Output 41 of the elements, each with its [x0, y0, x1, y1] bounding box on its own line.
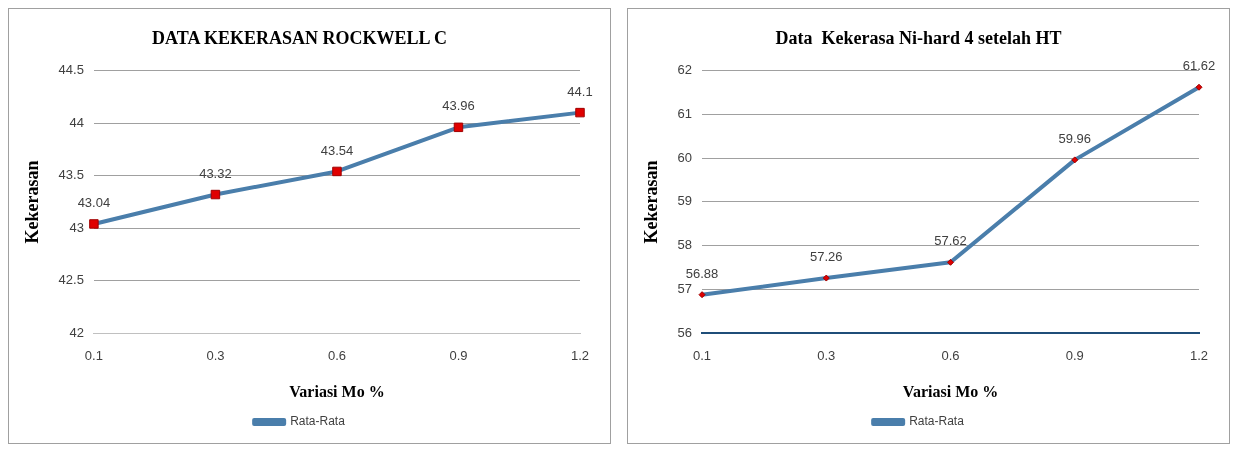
y-tick-label: 61 [677, 105, 693, 121]
data-label: 56.88 [685, 265, 719, 281]
y-tick-label: 42 [69, 324, 84, 340]
x-tick-label: 0.1 [84, 347, 103, 363]
x-tick-label: 0.3 [206, 347, 225, 363]
y-tick-label: 58 [677, 237, 693, 253]
y-tick-label: 43 [69, 219, 84, 235]
legend-label: Rata-Rata [290, 414, 346, 429]
chart-title: DATA KEKERASAN ROCKWELL C [152, 28, 447, 49]
x-tick-label: 1.2 [1189, 347, 1209, 363]
x-tick-label: 0.6 [941, 347, 960, 363]
y-tick-label: 42.5 [58, 272, 84, 288]
data-label: 43.96 [442, 98, 475, 114]
y-tick-label: 59 [677, 193, 693, 209]
y-tick-label: 57 [677, 281, 693, 297]
y-tick-label: 56 [677, 324, 693, 340]
x-tick-label: 0.3 [817, 347, 836, 363]
y-axis-title: Kekerasan [22, 160, 43, 244]
x-tick-label: 0.9 [1065, 347, 1084, 363]
legend-label: Rata-Rata [909, 414, 965, 429]
x-tick-label: 0.9 [449, 347, 468, 363]
data-label: 43.54 [320, 142, 354, 158]
y-tick-label: 43.5 [58, 167, 84, 183]
y-tick-label: 60 [677, 149, 693, 165]
x-tick-label: 0.1 [693, 347, 712, 363]
y-tick-label: 44 [69, 114, 84, 130]
y-axis-title: Kekerasan [641, 160, 662, 244]
x-axis-title: Variasi Mo % [289, 382, 385, 400]
data-label: 43.32 [199, 165, 232, 181]
data-label: 57.62 [934, 233, 967, 249]
x-tick-label: 0.6 [327, 347, 346, 363]
x-tick-label: 1.2 [570, 347, 590, 363]
data-label: 61.62 [1182, 58, 1216, 74]
data-label: 44.1 [567, 83, 593, 99]
y-tick-label: 44.5 [58, 62, 84, 78]
chart-title: Data Kekerasa Ni-hard 4 setelah HT [775, 28, 1062, 49]
x-axis-title: Variasi Mo % [902, 382, 999, 400]
y-tick-label: 62 [677, 62, 693, 78]
data-label: 43.04 [77, 195, 111, 211]
data-label: 59.96 [1058, 130, 1092, 146]
data-label: 57.26 [810, 249, 843, 265]
